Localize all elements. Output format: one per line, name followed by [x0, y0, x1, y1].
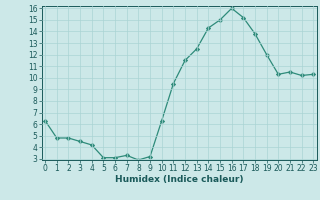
- X-axis label: Humidex (Indice chaleur): Humidex (Indice chaleur): [115, 175, 244, 184]
